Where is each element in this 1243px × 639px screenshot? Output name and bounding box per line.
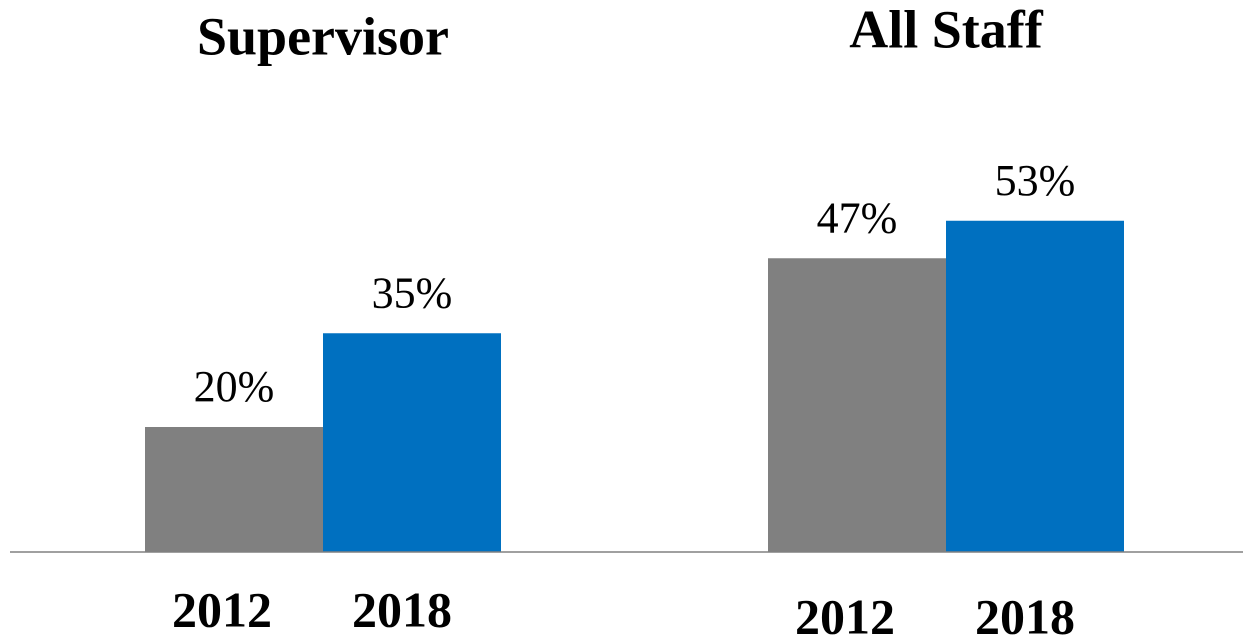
- value-label: 53%: [995, 156, 1076, 205]
- value-label: 20%: [194, 362, 275, 411]
- bar: [946, 220, 1124, 552]
- bar: [145, 427, 323, 552]
- value-label: 47%: [817, 193, 898, 242]
- bar: [323, 333, 501, 552]
- bar: [768, 258, 946, 552]
- value-label: 35%: [372, 268, 453, 317]
- group-title: All Staff: [849, 0, 1044, 59]
- group-title: Supervisor: [197, 6, 449, 66]
- series-label: 2018: [975, 588, 1075, 639]
- series-label: 2012: [172, 581, 272, 637]
- series-label: 2012: [795, 588, 895, 639]
- series-label: 2018: [352, 581, 452, 637]
